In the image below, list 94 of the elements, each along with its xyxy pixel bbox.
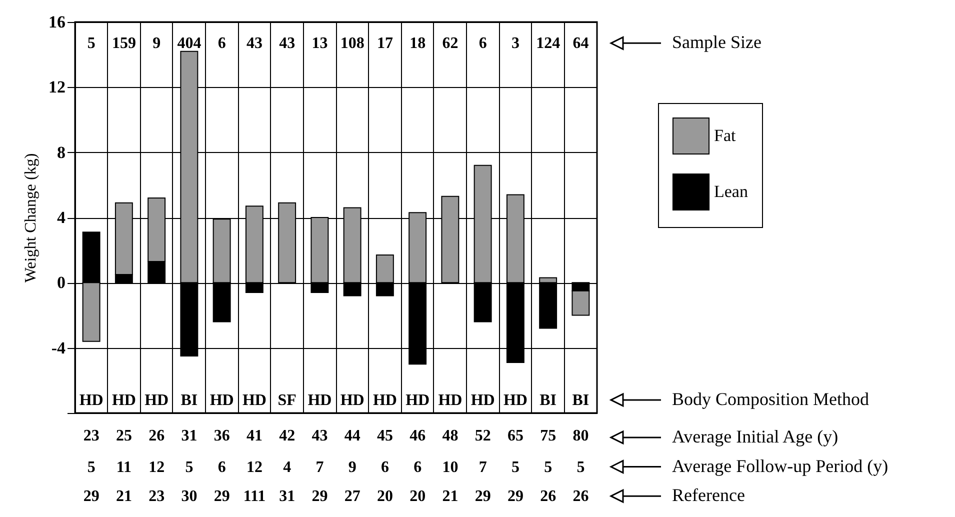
annotation: 18 — [410, 35, 426, 52]
annotation: 5 — [87, 35, 96, 52]
x-tick-label: 48 — [442, 428, 458, 444]
text: 5 — [544, 458, 552, 476]
text: Sample Size — [672, 32, 762, 52]
annotation: HD — [372, 392, 397, 409]
x-tick-label: 44 — [344, 428, 360, 444]
y-tick-label: 4 — [57, 208, 66, 227]
text: 12 — [246, 458, 262, 476]
annotation: 124 — [536, 35, 560, 52]
text: 30 — [181, 488, 198, 506]
annotation: 159 — [112, 35, 136, 52]
text: Body Composition Method — [672, 388, 870, 409]
text: 29 — [474, 488, 491, 506]
text: 26 — [572, 488, 589, 506]
annotation: 62 — [442, 35, 458, 52]
y-axis-title: Weight Change (kg) — [22, 153, 40, 283]
annotation: 43 — [246, 35, 262, 52]
annotation: HD — [503, 392, 528, 409]
x-tick-label: 25 — [116, 428, 132, 444]
annotation: 3 — [511, 35, 520, 52]
x-tick-label: 31 — [181, 428, 198, 444]
text: 21 — [116, 488, 132, 506]
annotation: HD — [112, 392, 136, 409]
text: 6 — [414, 458, 422, 476]
annotation: HD — [210, 392, 234, 409]
annotation: HD — [144, 392, 169, 409]
annotation: 9 — [152, 35, 161, 52]
x-tick-label: 36 — [214, 428, 230, 444]
annotation: SF — [278, 392, 297, 409]
text: 31 — [279, 488, 296, 506]
annotation: HD — [406, 392, 430, 409]
text: 5 — [511, 458, 520, 476]
annotation: BI — [180, 392, 198, 409]
text: 111 — [243, 488, 266, 506]
text: 5 — [576, 458, 585, 476]
text: 26 — [540, 488, 556, 506]
text: 6 — [218, 458, 226, 476]
text: 4 — [283, 458, 292, 476]
text: 29 — [83, 488, 100, 506]
x-tick-label: 42 — [279, 428, 296, 444]
text: 7 — [316, 458, 324, 476]
y-tick-label: 12 — [48, 78, 66, 97]
x-tick-label: 52 — [474, 428, 491, 444]
annotation: 404 — [177, 35, 202, 52]
annotation: 13 — [312, 35, 328, 52]
annotation: BI — [540, 392, 557, 409]
legend-label: Lean — [714, 182, 748, 201]
text: Average Follow-up Period (y) — [672, 456, 888, 476]
text: 5 — [87, 458, 96, 476]
annotation: 43 — [279, 35, 296, 52]
text: 10 — [442, 458, 458, 476]
text: 20 — [410, 488, 426, 506]
text: 29 — [507, 488, 524, 506]
text: Average Initial Age (y) — [672, 426, 838, 446]
text: 27 — [344, 488, 360, 506]
x-tick-label: 26 — [148, 428, 165, 444]
x-tick-label: 43 — [312, 428, 328, 444]
text: 12 — [148, 458, 165, 476]
legend-label: Fat — [714, 126, 736, 145]
text: 9 — [348, 458, 356, 476]
text: 29 — [214, 488, 230, 506]
text: Reference — [672, 485, 745, 506]
annotation: HD — [242, 392, 266, 409]
text: 7 — [478, 458, 487, 476]
x-tick-label: 45 — [376, 428, 393, 444]
annotation: HD — [340, 392, 364, 409]
text: 5 — [185, 458, 194, 476]
x-tick-label: 23 — [83, 428, 100, 444]
x-tick-label: 65 — [507, 428, 524, 444]
annotation: HD — [438, 392, 462, 409]
y-tick-label: 0 — [57, 273, 66, 292]
y-tick-label: 16 — [48, 12, 66, 32]
text: 20 — [376, 488, 393, 506]
y-tick-label: -4 — [51, 338, 66, 358]
text: 23 — [148, 488, 165, 506]
x-tick-label: 75 — [540, 428, 556, 444]
annotation: HD — [470, 392, 495, 409]
annotation: 6 — [218, 35, 226, 52]
x-tick-label: 41 — [246, 428, 262, 444]
annotation: HD — [79, 392, 104, 409]
text: 29 — [312, 488, 328, 506]
x-tick-label: 80 — [572, 428, 589, 444]
text: 6 — [380, 458, 389, 476]
annotation: 108 — [340, 35, 364, 52]
y-tick-label: 8 — [57, 142, 66, 162]
x-tick-label: 46 — [410, 428, 426, 444]
text: 21 — [442, 488, 458, 506]
annotation: 64 — [572, 35, 589, 52]
annotation: HD — [308, 392, 332, 409]
text: 11 — [116, 458, 132, 476]
annotation: 17 — [376, 35, 393, 52]
annotation: 6 — [478, 35, 487, 52]
annotation: BI — [572, 392, 590, 409]
